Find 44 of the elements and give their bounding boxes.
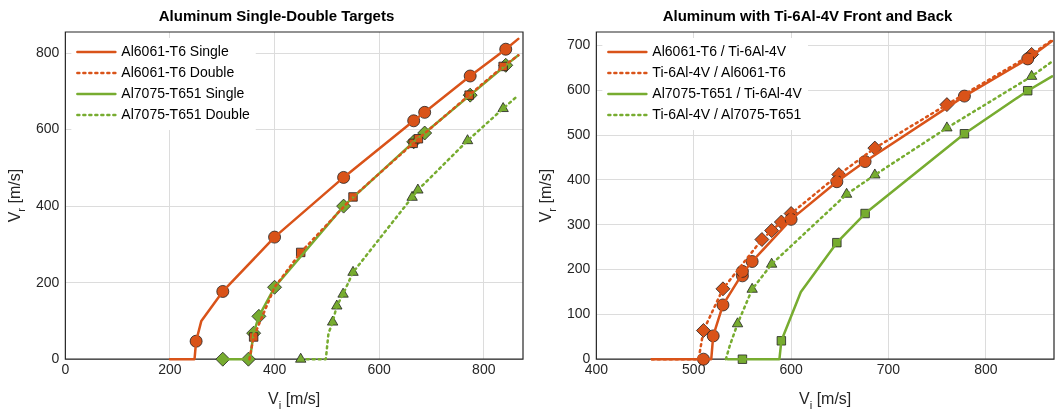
x-tick-label: 400	[262, 361, 287, 378]
point	[412, 183, 424, 194]
y-tick-label: 600	[567, 81, 591, 98]
legend-label: Al6061-T6 Single	[121, 42, 229, 59]
legend-label: Al7075-T651 Single	[121, 84, 245, 101]
legend-label: Ti-6Al-4V / Al6061-T6	[652, 63, 786, 80]
y-axis-title: Vr [m/s]	[6, 168, 27, 223]
y-tick-label: 200	[36, 273, 60, 290]
x-tick-label: 700	[876, 361, 901, 378]
chart-title: Aluminum Single-Double Targets	[158, 7, 395, 25]
point	[331, 299, 343, 310]
y-tick-label: 200	[567, 260, 591, 277]
point	[766, 257, 778, 268]
point	[746, 282, 758, 293]
legend-label: Al7075-T651 / Ti-6Al-4V	[652, 84, 803, 101]
legend-label: Al6061-T6 / Ti-6Al-4V	[652, 42, 787, 59]
point	[869, 168, 881, 179]
y-tick-label: 600	[36, 120, 60, 137]
point	[941, 121, 953, 132]
y-tick-label: 300	[567, 215, 591, 232]
y-tick-label: 800	[36, 43, 60, 60]
legend-label: Al6061-T6 Double	[121, 63, 235, 80]
legend-label: Al7075-T651 Double	[121, 105, 250, 122]
y-tick-label: 500	[567, 125, 591, 142]
y-tick-label: 700	[567, 36, 591, 53]
legend-label: Ti-6Al-4V / Al7075-T651	[652, 105, 802, 122]
point	[715, 281, 731, 297]
x-tick-label: 800	[974, 361, 998, 378]
point	[327, 315, 339, 326]
point	[295, 352, 307, 363]
x-tick-label: 600	[367, 361, 392, 378]
y-tick-label: 400	[567, 170, 591, 187]
y-tick-label: 0	[51, 350, 60, 367]
x-tick-label: 800	[472, 361, 496, 378]
chart-title: Aluminum with Ti-6Al-4V Front and Back	[662, 7, 954, 25]
y-tick-label: 400	[36, 196, 60, 213]
point	[347, 265, 359, 276]
x-tick-label: 600	[779, 361, 803, 378]
point	[1026, 69, 1038, 80]
y-axis-title: Vr [m/s]	[537, 168, 558, 223]
x-tick-label: 200	[158, 361, 182, 378]
y-tick-label: 100	[567, 305, 591, 322]
x-tick-label: 500	[682, 361, 706, 378]
point	[754, 232, 770, 247]
